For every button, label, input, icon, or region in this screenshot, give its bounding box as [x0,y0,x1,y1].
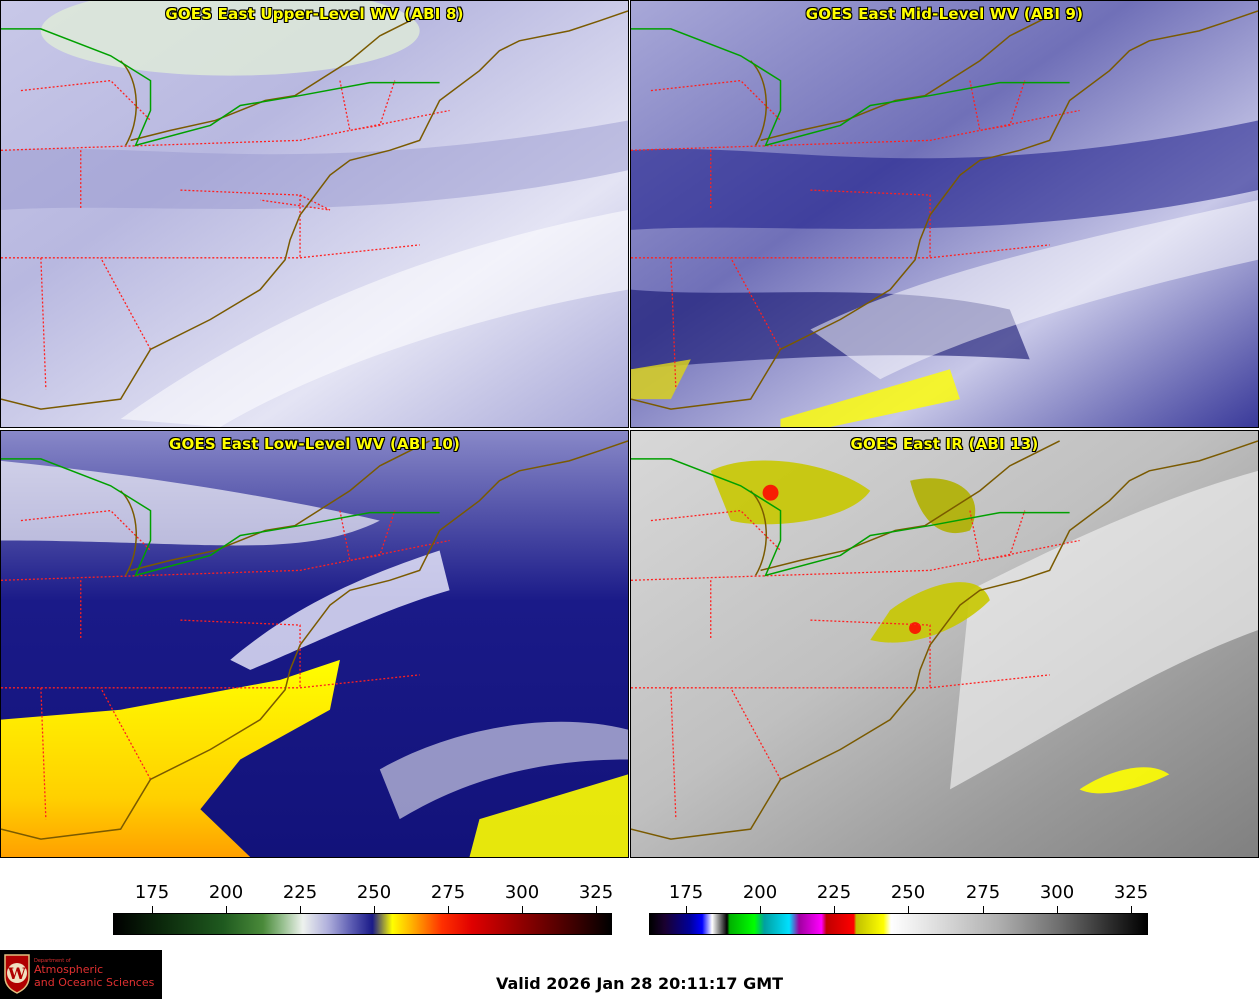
wv-tick-label: 300 [504,882,540,903]
wv-tick-label: 225 [282,882,318,903]
cloud-band [1,460,380,546]
dry-region [469,774,628,857]
canada-us-border [631,458,1070,577]
ir-tick-label: 175 [668,882,704,903]
wv-tick-label: 250 [356,882,392,903]
panel-title: GOES East Low-Level WV (ABI 10) [168,435,461,453]
wv-tick [374,906,375,913]
svg-text:W: W [7,964,27,983]
panel-upper-level-wv: GOES East Upper-Level WV (ABI 8) [0,0,629,428]
map-mid-level-wv [631,1,1258,427]
panel-ir: GOES East IR (ABI 13) [630,430,1259,858]
wv-tick-label: 200 [208,882,244,903]
wv-tick [226,906,227,913]
logo-department-label: Department of [34,958,71,964]
moist-band [120,210,628,427]
ir-tick-label: 325 [1113,882,1149,903]
coastlines [1,440,628,840]
state-borders [1,509,450,820]
wv-tick-label: 175 [134,882,170,903]
cold-cloud-tops [1079,767,1170,794]
coastlines [631,10,1258,410]
wv-tick [152,906,153,913]
panel-title: GOES East Mid-Level WV (ABI 9) [805,5,1084,23]
uw-crest-icon: W [4,954,30,994]
moisture-plume [40,1,420,76]
wv-colorbar [113,913,612,935]
ir-tick-label: 300 [1039,882,1075,903]
wv-tick-label: 325 [578,882,614,903]
cold-cloud-tops [710,460,871,525]
panel-title: GOES East IR (ABI 13) [850,435,1039,453]
panel-low-level-wv: GOES East Low-Level WV (ABI 10) [0,430,629,858]
cold-cloud-tops [910,478,976,534]
aos-logo[interactable]: W Department of Atmospheric and Oceanic … [0,950,162,999]
wv-tick [300,906,301,913]
ir-tick [1131,906,1132,913]
ir-tick-label: 200 [742,882,778,903]
ir-tick-label: 250 [890,882,926,903]
moist-band [810,200,1258,380]
coastlines [1,10,628,410]
cloud-band [949,470,1258,790]
ir-tick [760,906,761,913]
very-cold-tops [762,484,779,501]
cold-cloud-tops [870,582,990,643]
wv-tick [448,906,449,913]
state-borders [1,79,450,390]
ir-tick [983,906,984,913]
ir-tick-label: 275 [965,882,1001,903]
dry-region [1,659,340,857]
dry-band [631,120,1258,230]
dry-patch [780,369,960,427]
wv-tick [596,906,597,913]
ir-tick-label: 225 [816,882,852,903]
dry-band [1,120,628,211]
map-low-level-wv [1,431,628,857]
wv-tick [522,906,523,913]
canada-us-border [1,458,440,577]
canada-us-border [631,28,1070,147]
panel-mid-level-wv: GOES East Mid-Level WV (ABI 9) [630,0,1259,428]
coastlines [631,440,1258,840]
wv-tick-label: 275 [430,882,466,903]
ir-colorbar [649,913,1148,935]
ir-tick [834,906,835,913]
valid-time: Valid 2026 Jan 28 20:11:17 GMT [496,974,784,993]
logo-line-2: and Oceanic Sciences [34,976,155,989]
ir-tick [686,906,687,913]
ir-tick [908,906,909,913]
map-ir [631,431,1258,857]
canada-us-border [1,28,440,147]
cloud-band [379,721,628,820]
map-upper-level-wv [1,1,628,427]
logo-line-1: Atmospheric [34,963,104,976]
cloud-band [230,550,450,670]
panel-title: GOES East Upper-Level WV (ABI 8) [165,5,464,23]
ir-tick [1057,906,1058,913]
